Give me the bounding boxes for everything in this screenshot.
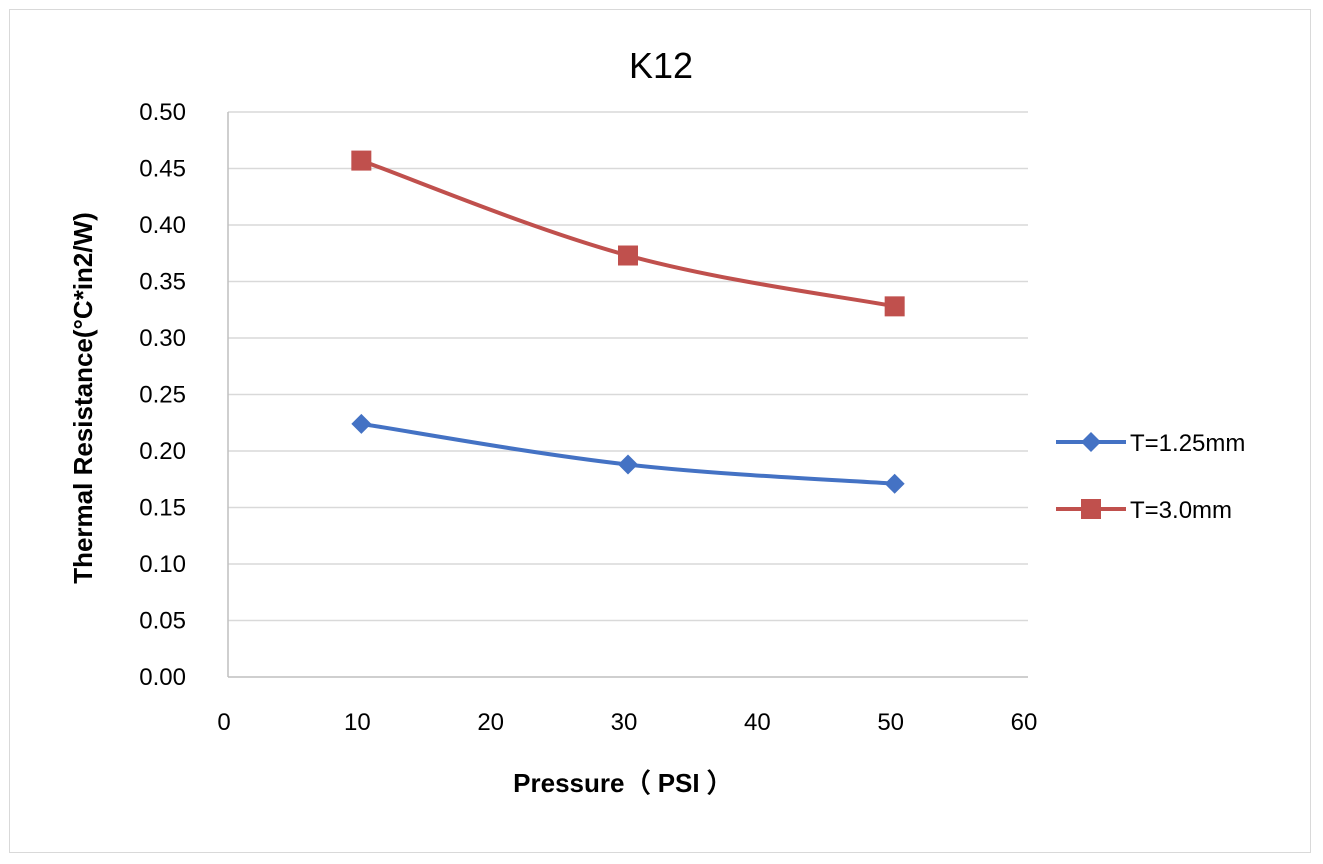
x-tick-label: 60 bbox=[1011, 709, 1038, 736]
series-1 bbox=[351, 413, 905, 494]
y-tick-label: 0.00 bbox=[139, 664, 186, 691]
legend-label: T=3.0mm bbox=[1130, 497, 1232, 524]
y-tick-label: 0.35 bbox=[139, 269, 186, 296]
chart-frame bbox=[9, 9, 1311, 853]
x-tick-label: 0 bbox=[217, 709, 230, 736]
series-2 bbox=[351, 150, 905, 317]
x-tick-label: 30 bbox=[611, 709, 638, 736]
data-point bbox=[884, 473, 905, 494]
data-point bbox=[884, 296, 905, 317]
legend: T=1.25mm T=3.0mm bbox=[1056, 430, 1245, 524]
series-group bbox=[351, 150, 905, 494]
data-point bbox=[618, 454, 638, 475]
y-tick-label: 0.45 bbox=[139, 156, 186, 183]
y-tick-label: 0.20 bbox=[139, 438, 186, 465]
axes bbox=[227, 112, 1028, 678]
y-tick-label: 0.25 bbox=[139, 382, 186, 409]
x-tick-label: 20 bbox=[477, 709, 504, 736]
chart-title: K12 bbox=[629, 45, 693, 86]
data-point bbox=[351, 150, 372, 171]
y-axis-title: Thermal Resistance(°C*in2/W) bbox=[68, 212, 98, 584]
series-line bbox=[359, 421, 897, 486]
legend-item: T=3.0mm bbox=[1056, 497, 1232, 524]
y-tick-label: 0.10 bbox=[139, 551, 186, 578]
legend-marker bbox=[1081, 432, 1101, 452]
legend-label: T=1.25mm bbox=[1130, 430, 1245, 457]
y-tick-label: 0.05 bbox=[139, 608, 186, 635]
x-tick-label: 10 bbox=[344, 709, 371, 736]
x-tick-label: 50 bbox=[877, 709, 904, 736]
data-point bbox=[618, 245, 638, 266]
y-tick-label: 0.15 bbox=[139, 495, 186, 522]
x-tick-label: 40 bbox=[744, 709, 771, 736]
data-point bbox=[351, 413, 372, 434]
x-tick-labels: 0 10 20 30 40 50 60 bbox=[217, 709, 1037, 736]
y-tick-label: 0.40 bbox=[139, 212, 186, 239]
legend-item: T=1.25mm bbox=[1056, 430, 1245, 457]
series-line bbox=[359, 158, 897, 309]
y-tick-label: 0.50 bbox=[139, 99, 186, 126]
legend-marker bbox=[1081, 499, 1101, 519]
gridlines bbox=[228, 111, 1028, 622]
y-tick-label: 0.30 bbox=[139, 325, 186, 352]
x-axis-title: Pressure（ PSI ） bbox=[513, 768, 733, 798]
y-tick-labels: 0.00 0.05 0.10 0.15 0.20 0.25 0.30 0.35 0.40 0.45… bbox=[139, 99, 186, 691]
